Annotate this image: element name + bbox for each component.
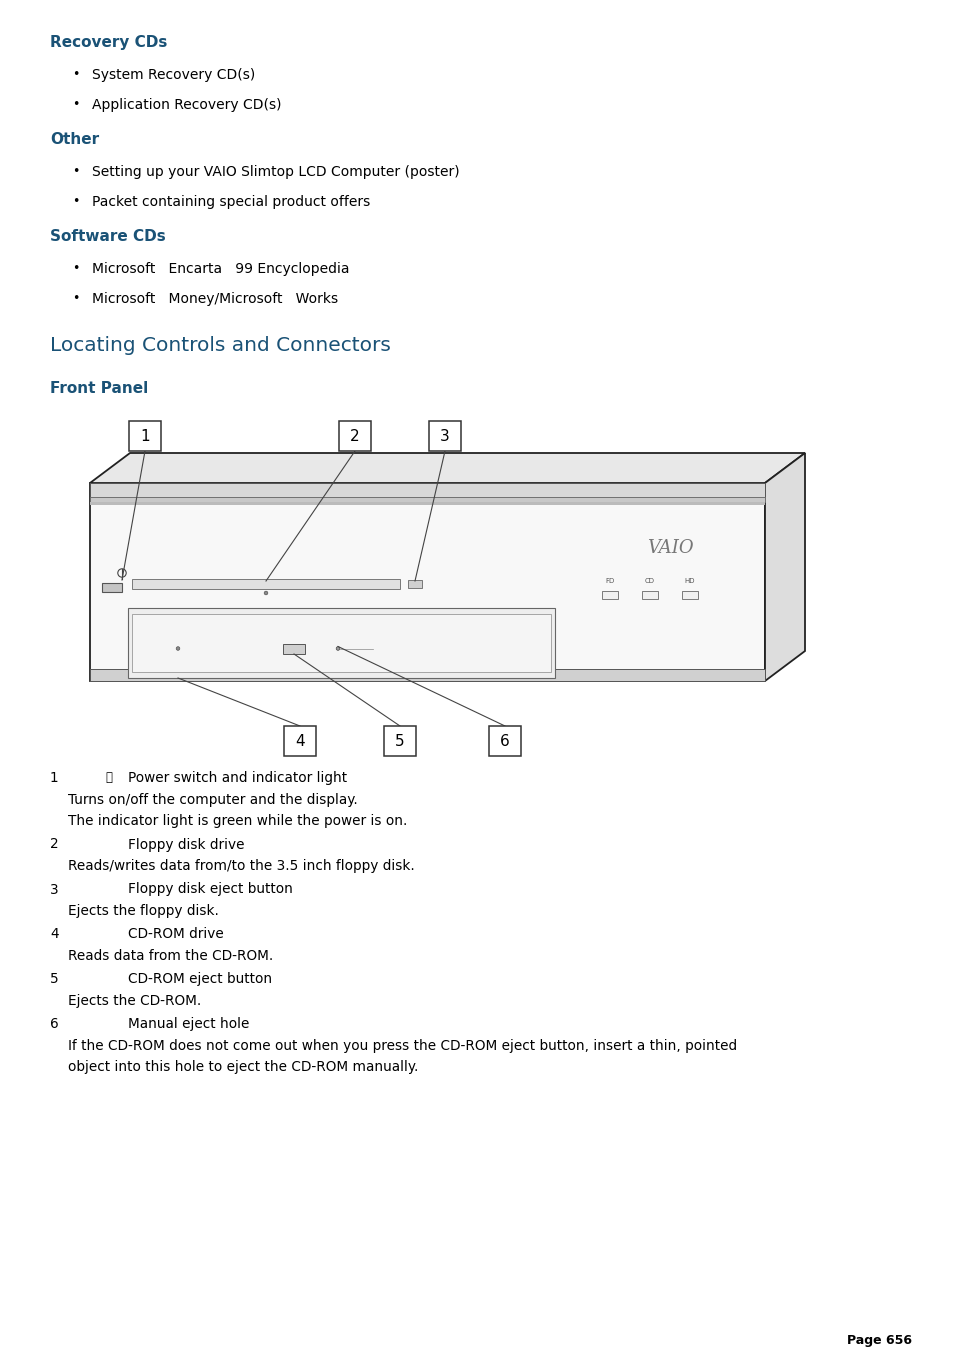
Text: CD-ROM eject button: CD-ROM eject button	[128, 973, 272, 986]
Text: Microsoft   Money/Microsoft   Works: Microsoft Money/Microsoft Works	[91, 292, 337, 305]
Text: System Recovery CD(s): System Recovery CD(s)	[91, 68, 255, 82]
Text: •: •	[71, 68, 79, 81]
Text: Recovery CDs: Recovery CDs	[50, 35, 167, 50]
Text: Other: Other	[50, 132, 99, 147]
Polygon shape	[90, 484, 764, 681]
Circle shape	[335, 647, 339, 650]
Bar	[338, 422, 371, 451]
Bar	[90, 484, 764, 497]
Text: CD-ROM drive: CD-ROM drive	[128, 928, 224, 942]
Text: •: •	[71, 99, 79, 111]
Polygon shape	[90, 453, 804, 484]
Text: Floppy disk eject button: Floppy disk eject button	[128, 882, 293, 897]
Bar	[408, 580, 421, 588]
Bar	[102, 584, 122, 592]
Text: Setting up your VAIO Slimtop LCD Computer (poster): Setting up your VAIO Slimtop LCD Compute…	[91, 165, 459, 178]
Bar	[90, 503, 764, 505]
Bar	[681, 590, 698, 598]
Text: The indicator light is green while the power is on.: The indicator light is green while the p…	[68, 815, 407, 828]
Bar	[489, 725, 520, 757]
Bar	[128, 608, 555, 678]
Bar	[132, 580, 399, 589]
Bar	[90, 669, 764, 681]
Text: 2: 2	[50, 838, 58, 851]
Text: 5: 5	[50, 973, 59, 986]
Bar	[384, 725, 416, 757]
Text: Floppy disk drive: Floppy disk drive	[128, 838, 244, 851]
Text: Reads data from the CD-ROM.: Reads data from the CD-ROM.	[68, 948, 273, 963]
Text: Application Recovery CD(s): Application Recovery CD(s)	[91, 99, 281, 112]
Text: Microsoft   Encarta   99 Encyclopedia: Microsoft Encarta 99 Encyclopedia	[91, 262, 349, 276]
Bar	[601, 590, 618, 598]
Bar	[129, 422, 161, 451]
Bar	[132, 613, 551, 671]
Text: If the CD-ROM does not come out when you press the CD-ROM eject button, insert a: If the CD-ROM does not come out when you…	[68, 1039, 737, 1052]
Text: CD: CD	[644, 578, 655, 584]
Text: 5: 5	[395, 734, 404, 748]
Text: 3: 3	[50, 882, 58, 897]
Text: 4: 4	[50, 928, 58, 942]
Circle shape	[264, 592, 268, 594]
Text: Ejects the floppy disk.: Ejects the floppy disk.	[68, 904, 218, 917]
Text: Reads/writes data from/to the 3.5 inch floppy disk.: Reads/writes data from/to the 3.5 inch f…	[68, 859, 415, 873]
Text: •: •	[71, 195, 79, 208]
Text: •: •	[71, 292, 79, 305]
Circle shape	[176, 647, 179, 650]
Text: Power switch and indicator light: Power switch and indicator light	[128, 771, 347, 785]
Bar	[641, 590, 658, 598]
Text: Software CDs: Software CDs	[50, 230, 166, 245]
Text: 6: 6	[499, 734, 509, 748]
Bar	[90, 497, 764, 503]
Text: Ejects the CD-ROM.: Ejects the CD-ROM.	[68, 994, 201, 1008]
Text: 1: 1	[50, 771, 58, 785]
Polygon shape	[764, 453, 804, 681]
Text: FD: FD	[605, 578, 614, 584]
Text: Front Panel: Front Panel	[50, 381, 148, 396]
Text: SONY: SONY	[137, 654, 166, 663]
Bar	[429, 422, 460, 451]
Text: 1: 1	[140, 428, 150, 443]
Text: Turns on/off the computer and the display.: Turns on/off the computer and the displa…	[68, 793, 357, 807]
Text: 4: 4	[294, 734, 305, 748]
Text: Locating Controls and Connectors: Locating Controls and Connectors	[50, 336, 391, 355]
Text: VAIO: VAIO	[646, 539, 693, 557]
Text: object into this hole to eject the CD-ROM manually.: object into this hole to eject the CD-RO…	[68, 1061, 418, 1074]
Text: Packet containing special product offers: Packet containing special product offers	[91, 195, 370, 209]
Text: •: •	[71, 165, 79, 178]
Bar	[283, 644, 305, 654]
Text: 2: 2	[350, 428, 359, 443]
Text: 3: 3	[439, 428, 450, 443]
Bar	[284, 725, 315, 757]
Text: Manual eject hole: Manual eject hole	[128, 1017, 249, 1032]
Text: ⏻: ⏻	[105, 771, 112, 784]
Text: Page 656: Page 656	[846, 1333, 911, 1347]
Text: HD: HD	[684, 578, 695, 584]
Text: •: •	[71, 262, 79, 276]
Text: 6: 6	[50, 1017, 58, 1032]
